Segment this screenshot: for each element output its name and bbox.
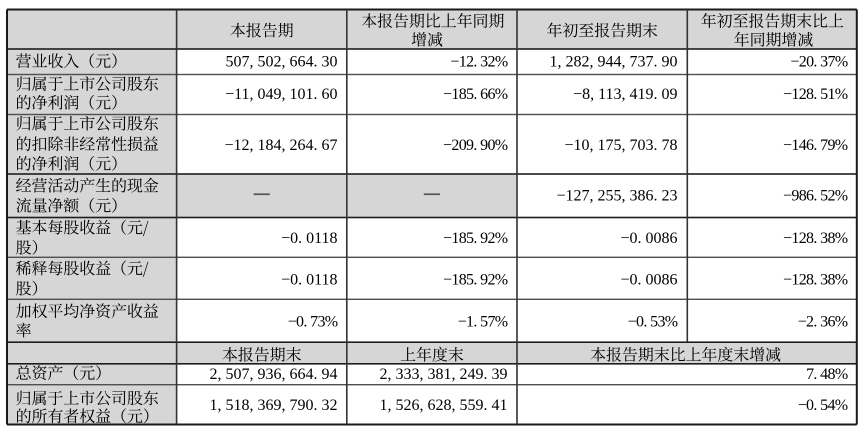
svg-text:−0. 73%: −0. 73%: [288, 313, 338, 330]
svg-text:−146. 79%: −146. 79%: [783, 137, 848, 154]
svg-text:−12, 184, 264. 67: −12, 184, 264. 67: [224, 137, 337, 154]
svg-text:2, 333, 381, 249. 39: 2, 333, 381, 249. 39: [380, 366, 508, 383]
svg-text:−0. 0086: −0. 0086: [620, 272, 677, 289]
svg-text:−1. 57%: −1. 57%: [458, 313, 508, 330]
svg-text:−2. 36%: −2. 36%: [798, 313, 848, 330]
svg-text:−0. 0118: −0. 0118: [281, 230, 337, 247]
svg-text:−185. 66%: −185. 66%: [443, 86, 508, 103]
svg-text:−128. 38%: −128. 38%: [783, 272, 848, 289]
svg-text:−10, 175, 703. 78: −10, 175, 703. 78: [564, 137, 677, 154]
svg-text:−8, 113, 419. 09: −8, 113, 419. 09: [573, 86, 677, 103]
svg-text:2, 507, 936, 664. 94: 2, 507, 936, 664. 94: [210, 366, 338, 383]
svg-text:−0. 0086: −0. 0086: [620, 230, 677, 247]
svg-text:−128. 38%: −128. 38%: [783, 230, 848, 247]
svg-text:−127, 255, 386. 23: −127, 255, 386. 23: [556, 187, 677, 204]
svg-text:−0. 53%: −0. 53%: [628, 313, 678, 330]
svg-text:−209. 90%: −209. 90%: [443, 137, 508, 154]
svg-text:−11, 049, 101. 60: −11, 049, 101. 60: [225, 86, 337, 103]
svg-text:−0. 54%: −0. 54%: [798, 397, 848, 414]
svg-text:1, 518, 369, 790. 32: 1, 518, 369, 790. 32: [210, 397, 338, 414]
svg-text:−185. 92%: −185. 92%: [443, 230, 508, 247]
svg-text:1, 282, 944, 737. 90: 1, 282, 944, 737. 90: [550, 54, 678, 71]
svg-text:7. 48%: 7. 48%: [806, 366, 848, 383]
svg-text:−20. 37%: −20. 37%: [790, 54, 847, 71]
svg-text:−0. 0118: −0. 0118: [281, 272, 337, 289]
svg-text:−185. 92%: −185. 92%: [443, 272, 508, 289]
svg-text:−128. 51%: −128. 51%: [783, 86, 848, 103]
svg-text:−12. 32%: −12. 32%: [450, 54, 507, 71]
svg-text:−986. 52%: −986. 52%: [783, 187, 848, 204]
svg-text:507, 502, 664. 30: 507, 502, 664. 30: [226, 54, 338, 71]
svg-text:1, 526, 628, 559. 41: 1, 526, 628, 559. 41: [380, 397, 508, 414]
